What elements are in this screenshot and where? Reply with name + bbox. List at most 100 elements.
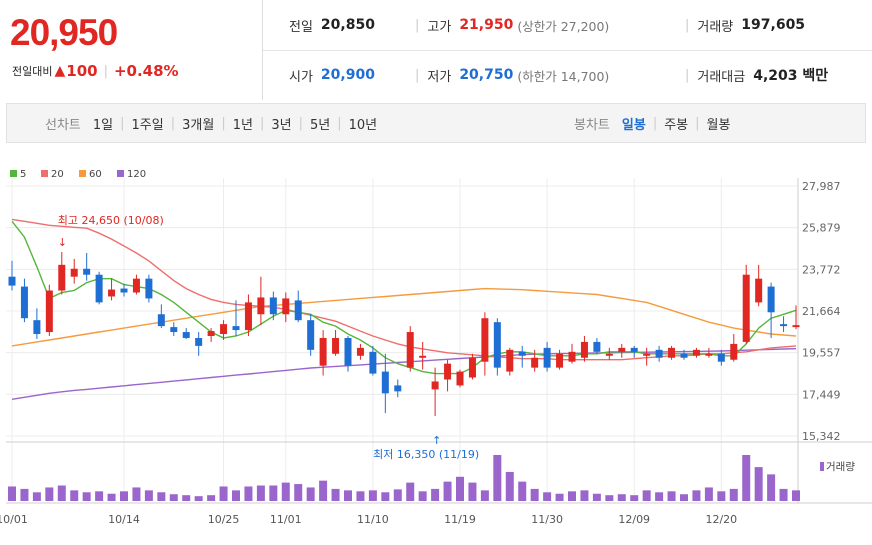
candle-body <box>83 268 91 275</box>
x-tick-label: 10/01 <box>0 513 28 526</box>
candle-body <box>344 337 352 366</box>
line-tab[interactable]: 1년 <box>232 117 253 133</box>
candle-body <box>257 297 265 315</box>
candle-tab[interactable]: 월봉 <box>706 117 731 133</box>
change-row: 전일대비 ▲ 100 | +0.48% <box>12 62 179 80</box>
volume-bar <box>468 482 477 501</box>
low-value: 20,750 <box>459 67 514 83</box>
candle-body <box>431 381 439 390</box>
candle-body <box>244 302 252 331</box>
volume-bar <box>642 490 651 501</box>
volume-bar <box>729 488 738 501</box>
volume-bar <box>57 485 66 501</box>
volume-bar <box>779 488 788 501</box>
line-tab[interactable]: 3년 <box>271 117 292 133</box>
divider: | <box>298 115 303 131</box>
volume-bar <box>144 490 153 501</box>
change-value: 100 <box>66 62 98 80</box>
legend-label: 120 <box>127 169 146 180</box>
volume-bar <box>680 494 688 501</box>
candle-body <box>506 349 514 372</box>
volume-bar <box>655 492 664 501</box>
candle-body <box>45 290 53 333</box>
volume-bar <box>505 471 514 501</box>
candle-body <box>95 274 103 303</box>
volume-bar <box>244 486 253 501</box>
legend-label: 5 <box>20 169 26 180</box>
prev-close-value: 20,850 <box>320 17 375 33</box>
summary-row-2: 시가 20,900 | 저가 20,750 (하한가 14,700) | 거래대… <box>263 50 872 100</box>
candle-body <box>643 353 651 356</box>
volume-bar <box>792 490 800 501</box>
y-tick-label: 23,772 <box>802 263 841 276</box>
volume-bar <box>393 489 402 501</box>
y-tick-label: 17,449 <box>802 388 841 401</box>
volume-bar <box>767 474 776 501</box>
high-price: | 고가 21,950 (상한가 27,200) <box>415 0 609 50</box>
line-tab[interactable]: 3개월 <box>182 117 215 133</box>
candle-body <box>220 324 228 335</box>
x-tick-label: 11/19 <box>444 513 476 526</box>
candle-body <box>58 264 66 291</box>
candle-body <box>145 278 153 299</box>
candle-body <box>556 353 564 368</box>
low-price: | 저가 20,750 (하한가 14,700) <box>415 50 609 100</box>
volume-bar <box>319 480 328 501</box>
candle-body <box>120 288 128 293</box>
line-chart-tabs: 선차트 1일 | 1주일 | 3개월 | 1년 | 3년 | 5년 | 10년 <box>45 104 377 142</box>
legend-swatch <box>10 170 17 177</box>
ma60-line <box>11 287 797 347</box>
candle-tab[interactable]: 주봉 <box>664 117 689 133</box>
x-tick-label: 11/10 <box>357 513 389 526</box>
line-tab[interactable]: 5년 <box>309 117 331 133</box>
volume-bar <box>20 488 29 501</box>
volume-bar <box>480 490 489 501</box>
summary-row-1: 전일 20,850 | 고가 21,950 (상한가 27,200) | 거래량… <box>263 0 872 51</box>
divider: | <box>103 63 108 79</box>
open-value: 20,900 <box>320 67 375 83</box>
candle-body <box>8 276 16 286</box>
volume-bar <box>331 488 340 501</box>
volume-value: 197,605 <box>741 17 806 33</box>
candle-body <box>20 286 28 319</box>
volume-bar <box>294 484 303 501</box>
x-tick-label: 10/25 <box>208 513 240 526</box>
volume-bar <box>95 491 104 501</box>
line-tab[interactable]: 1주일 <box>131 117 164 133</box>
candle-body <box>468 357 476 378</box>
candle-body <box>705 353 713 356</box>
candle-body <box>481 318 489 362</box>
volume-bar <box>493 455 502 501</box>
volume-bar <box>70 490 79 501</box>
volume-bar <box>269 485 278 501</box>
volume-bar <box>692 490 701 501</box>
divider: | <box>221 115 226 131</box>
candle-body <box>792 325 800 328</box>
candle-body <box>730 343 738 360</box>
volume-legend-swatch <box>820 462 824 471</box>
candle-body <box>307 320 315 350</box>
prev-close-label: 전일 <box>289 19 313 35</box>
legend-label: 20 <box>51 169 64 180</box>
line-tab[interactable]: 10년 <box>348 117 378 133</box>
candle-body <box>207 331 215 336</box>
candle-tab[interactable]: 일봉 <box>621 117 646 133</box>
line-tab[interactable]: 1일 <box>92 117 114 133</box>
volume-bar <box>182 495 191 501</box>
volume-bar <box>667 491 676 501</box>
candle-body <box>780 324 788 327</box>
chart-period-tabs: 선차트 1일 | 1주일 | 3개월 | 1년 | 3년 | 5년 | 10년 봉차트 일봉 | 주봉 | 월봉 <box>6 103 866 143</box>
candle-body <box>593 341 601 352</box>
volume-bar <box>169 494 178 501</box>
divider: | <box>685 67 690 83</box>
trade-value: | 거래대금 4,203 백만 <box>685 50 828 100</box>
candle-body <box>70 268 78 277</box>
stock-chart: 5 20 60 120 27,987 25,879 23,772 21,664 19,557 17… <box>0 169 872 526</box>
candle-body <box>406 332 414 368</box>
candle-body <box>157 314 165 327</box>
volume-bar <box>207 495 216 501</box>
volume-bar <box>704 487 713 501</box>
candle-body <box>394 385 402 392</box>
volume-bar <box>742 455 751 501</box>
volume-bar <box>717 491 726 501</box>
